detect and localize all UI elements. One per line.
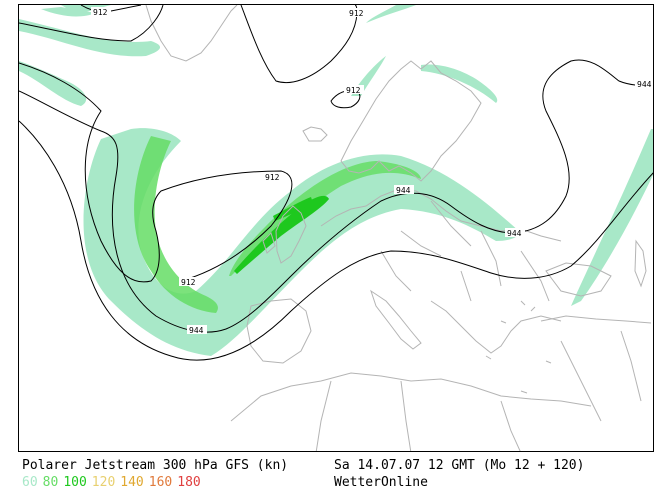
map-title: Polarer Jetstream 300 hPa GFS (kn) (22, 458, 289, 473)
contour-label-944: 944 (507, 229, 522, 238)
jet-band-baltic (421, 64, 498, 103)
map-footer: Polarer Jetstream 300 hPa GFS (kn) Sa 14… (22, 458, 652, 492)
border-lines (315, 200, 642, 451)
legend-item-160: 160 (148, 475, 173, 490)
coast-iberia (246, 298, 312, 364)
map-frame: 912 912 912 912 912 944 944 944 944 (18, 4, 654, 452)
coast-iceland (302, 126, 328, 142)
coast-black-sea (545, 262, 612, 297)
jet-band-north-arc (19, 61, 87, 106)
valid-time: Sa 14.07.07 12 GMT (Mo 12 + 120) (334, 458, 585, 473)
contour-912-north (19, 5, 164, 42)
windspeed-80kn-shading (134, 136, 421, 313)
legend-item-60: 60 (22, 475, 38, 490)
coast-british-isles (262, 205, 307, 264)
jet-band-scandinavia (366, 5, 416, 23)
contour-label-912: 912 (181, 278, 196, 287)
contour-944-outer (19, 120, 653, 361)
contour-912-central (19, 62, 293, 283)
contour-944-main (19, 59, 653, 333)
jet-band-northwest (19, 19, 161, 57)
legend-item-80: 80 (42, 475, 59, 490)
contour-label-944: 944 (396, 186, 411, 195)
coast-balkans (430, 300, 562, 354)
windspeed-100kn-shading (234, 195, 329, 274)
contour-912-greenland (240, 5, 358, 84)
legend-item-120: 120 (91, 475, 116, 490)
jet-band-east (571, 129, 653, 306)
legend-item-180: 180 (177, 475, 201, 490)
contour-labels: 912 912 912 912 912 944 944 944 944 (91, 7, 653, 335)
contour-label-912: 912 (265, 173, 280, 182)
contour-912-iceland (330, 90, 361, 109)
coast-italy (370, 289, 422, 350)
jet-core-80-west (134, 136, 218, 313)
jet-core-80-central (229, 161, 421, 276)
brand-label: WetterOnline (334, 475, 428, 490)
windspeed-legend: 60 80 100 120 140 160 180 (22, 475, 206, 490)
coast-turkey (540, 315, 652, 324)
jet-core-100 (234, 195, 329, 274)
coast-greenland (145, 5, 238, 62)
jetstream-map: 912 912 912 912 912 944 944 944 944 (19, 5, 653, 451)
contour-label-944: 944 (189, 326, 204, 335)
contour-label-912: 912 (349, 9, 364, 18)
jet-core-100-b (273, 197, 313, 221)
scattered-islands (485, 300, 552, 394)
contour-label-944: 944 (637, 80, 652, 89)
coast-north-africa (230, 372, 592, 422)
legend-item-100: 100 (63, 475, 87, 490)
coast-caspian (634, 239, 647, 288)
jet-band-greenland (19, 5, 111, 17)
contour-label-912: 912 (93, 8, 108, 17)
coastlines (145, 5, 652, 451)
legend-item-140: 140 (120, 475, 144, 490)
coast-scandinavia (340, 60, 482, 182)
contour-label-912: 912 (346, 86, 361, 95)
